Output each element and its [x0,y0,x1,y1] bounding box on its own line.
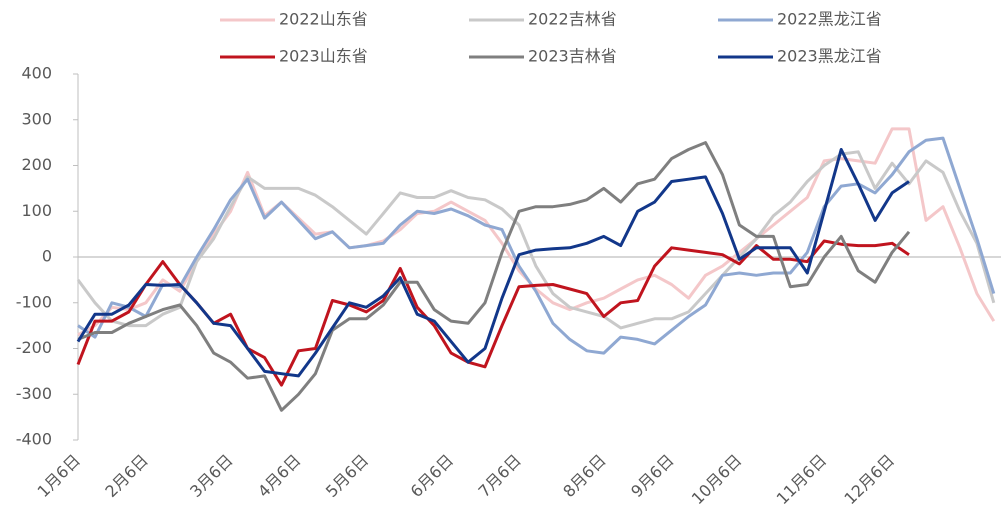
y-tick-label: 200 [21,155,52,174]
legend-label: 2022山东省 [279,10,368,29]
y-tick-label: -100 [16,292,52,311]
series-line [77,141,911,412]
legend-label: 2022黑龙江省 [777,10,882,29]
y-tick-label: 300 [21,109,52,128]
y-tick-label: 400 [21,64,52,83]
legend-label: 2023吉林省 [528,47,617,66]
x-tick-label: 8月6日 [559,451,609,501]
x-tick-label: 3月6日 [186,451,236,501]
x-tick-label: 7月6日 [475,451,525,501]
x-tick-label: 9月6日 [627,451,677,501]
series-line [77,127,996,337]
legend-label: 2022吉林省 [528,10,617,29]
legend-label: 2023山东省 [279,47,368,66]
x-tick-label: 10月6日 [688,451,746,509]
x-tick-label: 6月6日 [407,451,457,501]
x-tick-label: 2月6日 [101,451,151,501]
legend-label: 2023黑龙江省 [777,47,882,66]
y-tick-label: 0 [42,247,52,266]
x-tick-label: 1月6日 [34,451,84,501]
x-tick-label: 11月6日 [773,451,831,509]
series-line [77,136,996,355]
x-tick-label: 5月6日 [322,451,372,501]
y-tick-label: -400 [16,430,52,449]
x-tick-label: 12月6日 [840,451,898,509]
y-tick-label: -200 [16,338,52,357]
y-tick-label: 100 [21,201,52,220]
x-tick-label: 4月6日 [254,451,304,501]
y-tick-label: -300 [16,384,52,403]
series-line [76,148,910,378]
series-line [76,239,910,387]
